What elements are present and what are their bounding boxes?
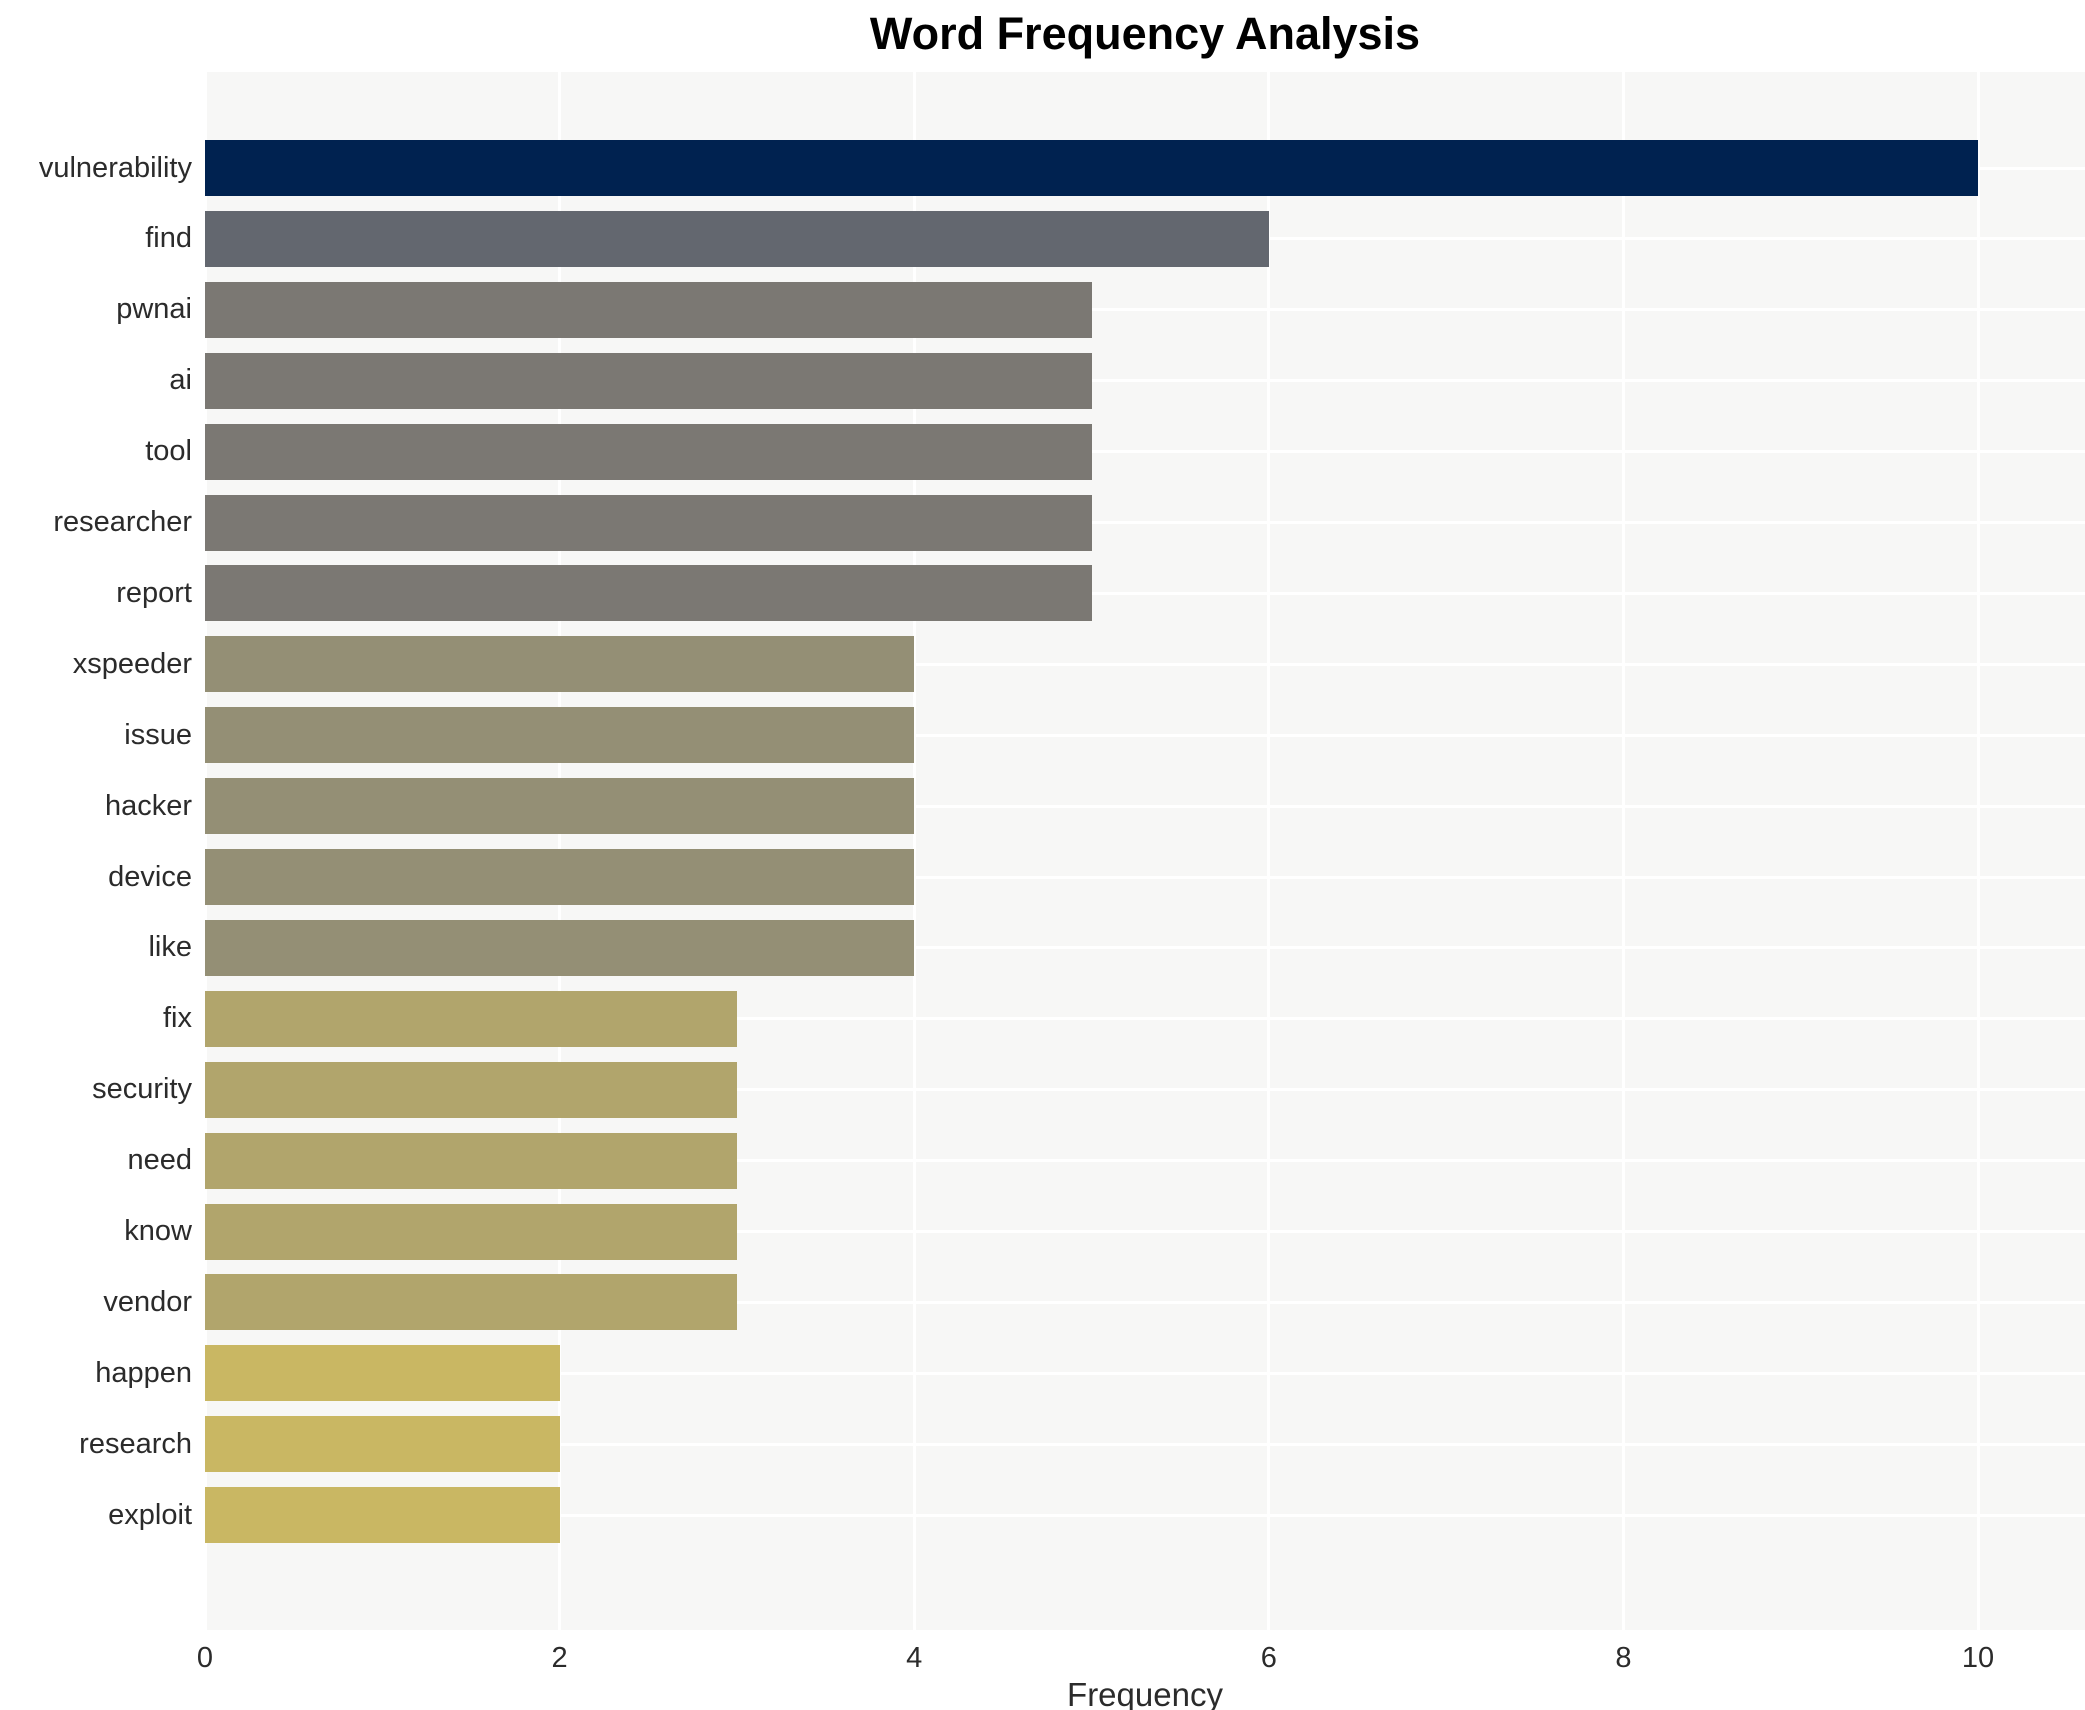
- y-gridline: [205, 804, 2085, 808]
- y-tick-label-ai: ai: [169, 364, 192, 397]
- x-tick-label-4: 4: [906, 1642, 923, 1674]
- y-gridline: [205, 1442, 2085, 1446]
- x-axis-label: Frequency: [1067, 1676, 1223, 1710]
- y-tick-label-fix: fix: [163, 1002, 192, 1035]
- y-tick-label-xspeeder: xspeeder: [72, 647, 192, 680]
- bar-device: [205, 849, 915, 905]
- y-gridline: [205, 591, 2085, 595]
- bar-issue: [205, 707, 915, 764]
- x-tick-label-0: 0: [196, 1642, 214, 1674]
- y-gridline: [205, 1088, 2085, 1092]
- bar-security: [205, 1061, 737, 1118]
- y-gridline: [205, 521, 2085, 524]
- y-tick-label-hacker: hacker: [104, 789, 192, 822]
- chart-title: Word Frequency Analysis: [869, 8, 1421, 59]
- y-gridline: [205, 1371, 2085, 1375]
- x-gridline: [912, 72, 916, 1630]
- y-tick-label-find: find: [145, 222, 192, 255]
- y-gridline: [205, 1159, 2085, 1163]
- y-tick-label-researcher: researcher: [53, 506, 192, 538]
- bar-report: [205, 565, 1092, 622]
- bar-find: [205, 210, 1269, 267]
- x-gridline: [1621, 72, 1625, 1630]
- y-tick-label-tool: tool: [145, 435, 192, 468]
- x-gridline: [1976, 72, 1980, 1630]
- x-tick-label-10: 10: [1961, 1642, 1995, 1674]
- y-tick-label-security: security: [92, 1073, 192, 1106]
- y-gridline: [205, 1513, 2085, 1517]
- y-gridline: [205, 379, 2085, 383]
- bar-happen: [205, 1345, 560, 1402]
- y-gridline: [205, 1300, 2085, 1304]
- bar-research: [205, 1416, 560, 1473]
- y-tick-label-report: report: [116, 576, 192, 609]
- bar-tool: [205, 423, 1092, 480]
- bar-like: [205, 919, 915, 976]
- bar-fix: [205, 990, 737, 1047]
- bar-hacker: [205, 778, 915, 835]
- y-tick-label-pwnai: pwnai: [116, 293, 192, 326]
- bar-ai: [205, 352, 1092, 409]
- y-tick-label-issue: issue: [124, 718, 192, 751]
- y-gridline: [205, 1230, 2085, 1233]
- y-gridline: [205, 308, 2085, 312]
- y-tick-label-vendor: vendor: [103, 1285, 192, 1318]
- y-tick-label-know: know: [124, 1215, 192, 1247]
- y-tick-label-vulnerability: vulnerability: [38, 151, 192, 184]
- y-gridline: [205, 946, 2085, 950]
- y-tick-label-exploit: exploit: [108, 1498, 192, 1531]
- x-tick-label-2: 2: [551, 1642, 568, 1674]
- y-gridline: [205, 450, 2085, 454]
- bar-need: [205, 1132, 737, 1189]
- bar-exploit: [205, 1487, 560, 1544]
- bar-researcher: [205, 494, 1092, 551]
- y-tick-label-research: research: [79, 1427, 192, 1460]
- y-tick-label-happen: happen: [95, 1356, 192, 1389]
- bar-vulnerability: [205, 140, 1978, 196]
- bar-pwnai: [205, 281, 1092, 338]
- y-gridline: [205, 875, 2085, 879]
- x-tick-label-8: 8: [1615, 1642, 1632, 1674]
- bar-know: [205, 1203, 737, 1260]
- y-tick-label-like: like: [148, 931, 192, 964]
- bar-vendor: [205, 1274, 737, 1331]
- y-gridline: [205, 662, 2085, 666]
- y-tick-label-need: need: [127, 1144, 192, 1177]
- y-gridline: [205, 733, 2085, 737]
- y-tick-label-device: device: [108, 860, 192, 893]
- plot-area: [203, 72, 2085, 1630]
- bar-xspeeder: [205, 636, 915, 693]
- x-gridline: [1267, 72, 1271, 1630]
- x-tick-label-6: 6: [1260, 1642, 1277, 1674]
- y-gridline: [205, 1017, 2085, 1021]
